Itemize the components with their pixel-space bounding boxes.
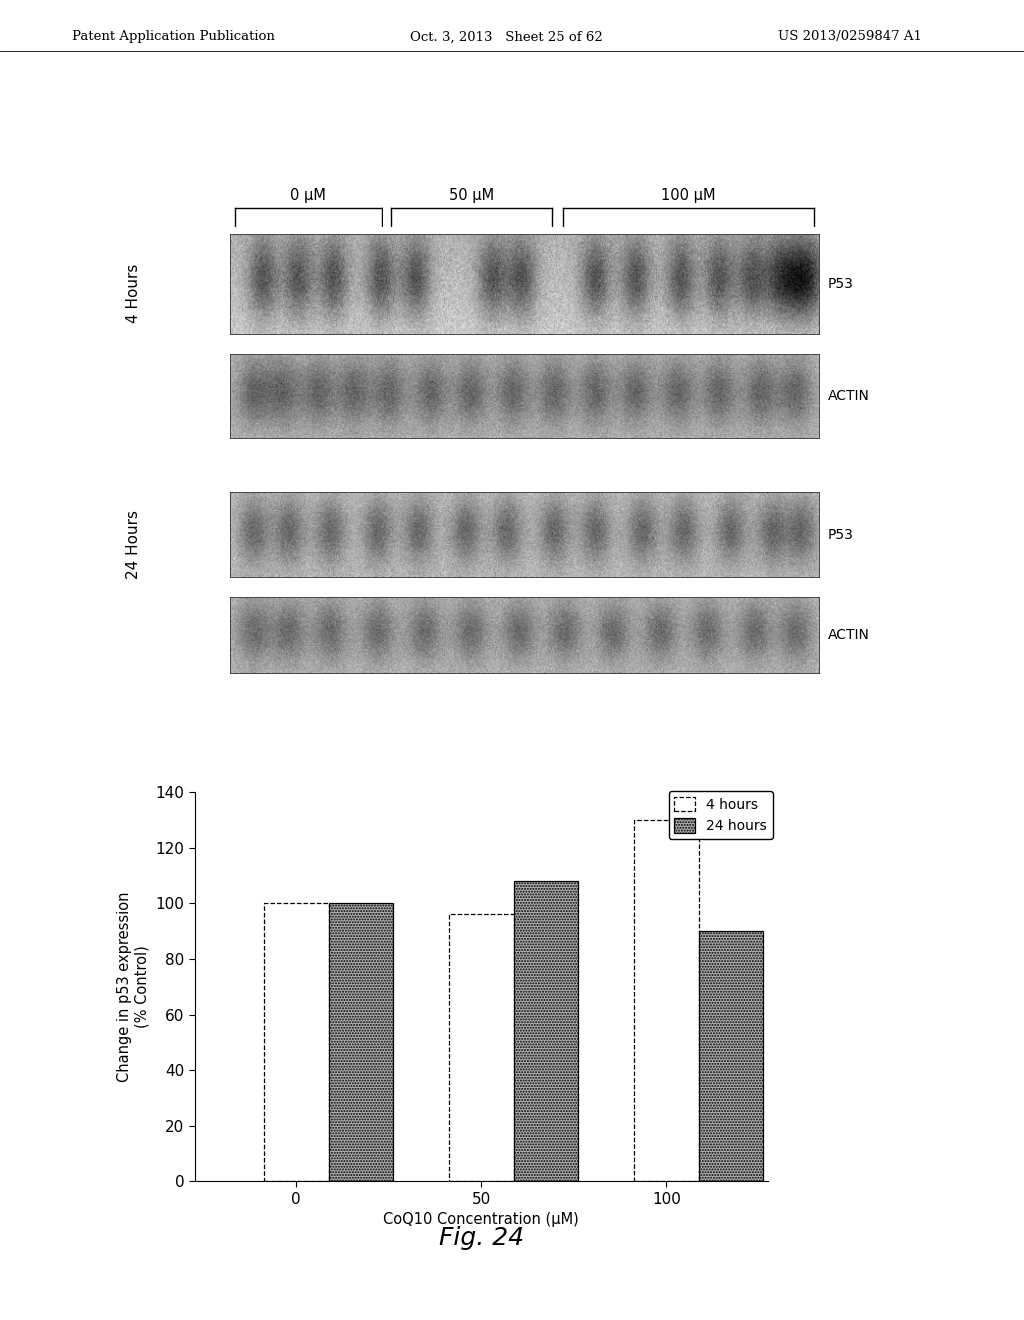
- Text: Oct. 3, 2013   Sheet 25 of 62: Oct. 3, 2013 Sheet 25 of 62: [410, 30, 602, 44]
- Bar: [634, 820, 698, 1181]
- Bar: [698, 931, 763, 1181]
- Bar: [449, 915, 514, 1181]
- Text: 24 Hours: 24 Hours: [126, 510, 140, 579]
- Text: 100 μM: 100 μM: [660, 189, 716, 203]
- Text: P53: P53: [827, 277, 853, 290]
- Text: Fig. 24: Fig. 24: [438, 1226, 524, 1250]
- Text: P53: P53: [827, 528, 853, 541]
- Text: ACTIN: ACTIN: [827, 628, 869, 642]
- Text: ACTIN: ACTIN: [827, 389, 869, 403]
- Bar: [514, 880, 579, 1181]
- Text: Patent Application Publication: Patent Application Publication: [72, 30, 274, 44]
- Text: 4 Hours: 4 Hours: [126, 264, 140, 323]
- Y-axis label: Change in p53 expression
(% Control): Change in p53 expression (% Control): [118, 891, 150, 1082]
- Text: 0 μM: 0 μM: [291, 189, 327, 203]
- Text: US 2013/0259847 A1: US 2013/0259847 A1: [778, 30, 923, 44]
- X-axis label: CoQ10 Concentration (μM): CoQ10 Concentration (μM): [383, 1212, 580, 1228]
- Legend: 4 hours, 24 hours: 4 hours, 24 hours: [669, 791, 772, 838]
- Text: 50 μM: 50 μM: [450, 189, 495, 203]
- Bar: [329, 903, 393, 1181]
- Bar: [264, 903, 329, 1181]
